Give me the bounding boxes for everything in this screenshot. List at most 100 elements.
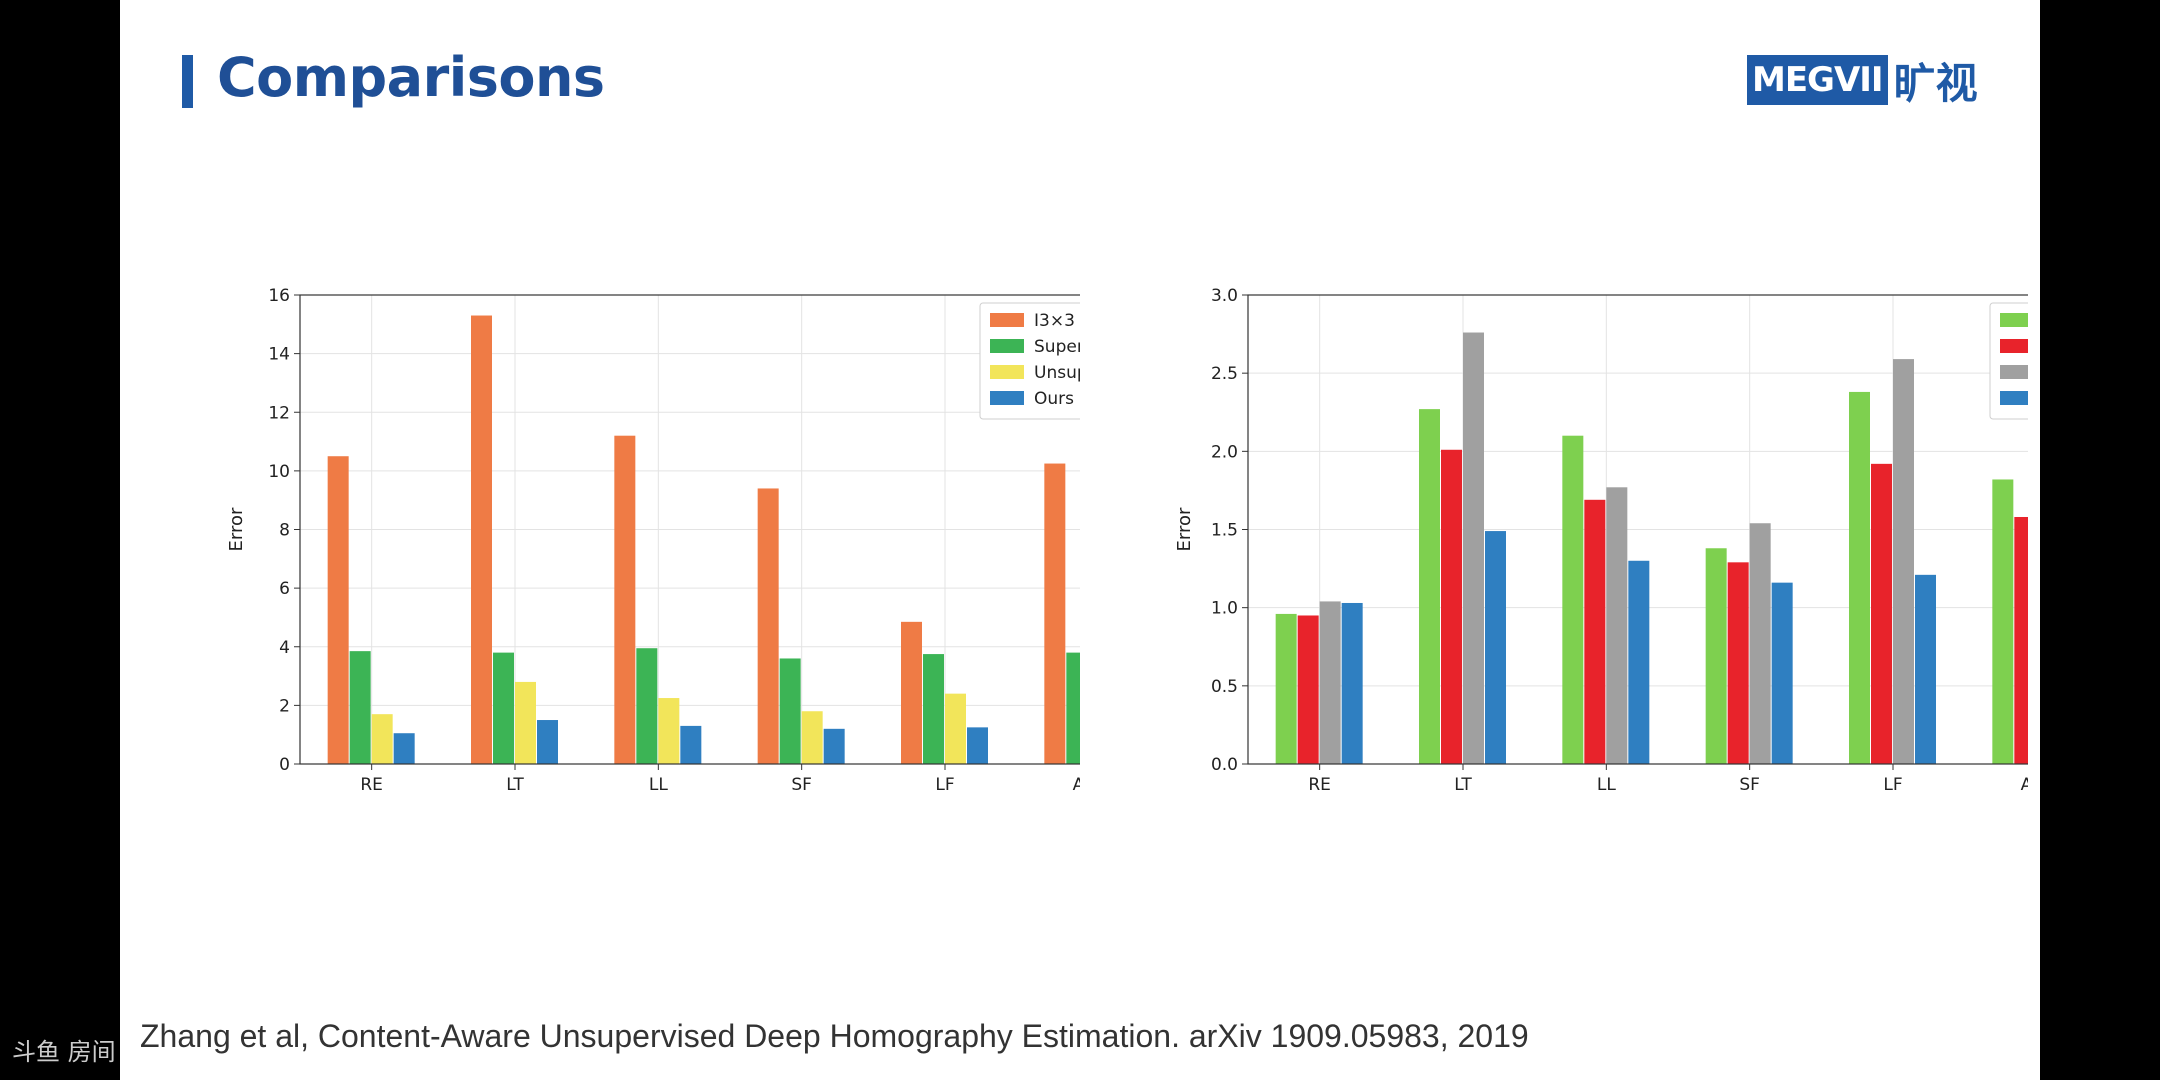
bar-sift <box>1562 435 1584 764</box>
y-tick-label: 0.0 <box>1211 755 1238 775</box>
bar-ours <box>1628 560 1650 764</box>
legend-label: Supervised <box>1034 337 1080 357</box>
bar-orb <box>1893 359 1914 764</box>
bar-orb <box>1606 487 1628 764</box>
bar-ours <box>967 727 988 764</box>
bar-ours <box>680 725 702 764</box>
bar-sift <box>1849 391 1870 764</box>
bar-unsupervised <box>658 698 680 764</box>
bar-supervised <box>636 648 658 764</box>
y-tick-label: 4 <box>279 638 290 658</box>
logo-chinese: 旷视 <box>1893 58 1978 108</box>
legend-label: Ours <box>1034 389 1074 409</box>
bar-i3-3 <box>901 621 922 764</box>
bar-sift <box>1275 613 1297 764</box>
x-tick-label: SF <box>791 775 812 795</box>
bar-sift <box>1992 479 2014 764</box>
legend-swatch <box>990 365 1024 379</box>
legend-label: Unsupervised <box>1034 363 1080 383</box>
bar-supervised <box>779 658 801 764</box>
slide: Comparisons MEGVII 旷视 0 2 4 6 8 10 12 14 16 RE LT L… <box>120 0 2040 1080</box>
logo-wordmark: MEGVII <box>1747 55 1888 105</box>
legend-swatch <box>990 391 1024 405</box>
bar-supervised <box>493 652 514 764</box>
bar-orb <box>1749 523 1771 764</box>
bar-unsupervised <box>801 711 823 764</box>
bar-supervised <box>923 654 944 764</box>
y-tick-label: 3.0 <box>1211 286 1238 306</box>
bar-surf <box>1441 449 1462 764</box>
bar-ours <box>1485 531 1506 764</box>
bar-ours <box>823 728 845 764</box>
y-tick-label: 12 <box>268 403 290 423</box>
legend-swatch <box>2000 391 2028 405</box>
bar-surf <box>2014 516 2028 764</box>
bar-i3-3 <box>614 435 636 764</box>
bar-supervised <box>1066 652 1080 764</box>
bar-unsupervised <box>515 681 536 764</box>
bar-surf <box>1297 615 1319 764</box>
legend-label: I3×3 <box>1034 311 1075 331</box>
citation: Zhang et al, Content-Aware Unsupervised … <box>140 1018 1529 1054</box>
bar-ours <box>537 720 558 764</box>
x-tick-label: LF <box>1883 775 1902 795</box>
bar-ours <box>1915 574 1936 764</box>
watermark: 斗鱼 房间 <box>12 1038 116 1066</box>
megvii-logo: MEGVII 旷视 <box>1747 55 1978 108</box>
legend-swatch <box>2000 313 2028 327</box>
y-tick-label: 0.5 <box>1211 677 1238 697</box>
x-tick-label: Avg <box>2021 775 2028 795</box>
y-tick-label: 14 <box>268 345 290 365</box>
legend-swatch <box>990 313 1024 327</box>
y-tick-label: 0 <box>279 755 290 775</box>
bar-supervised <box>349 651 371 764</box>
y-tick-label: 2 <box>279 696 290 716</box>
bar-ours <box>1341 602 1363 764</box>
legend-swatch <box>2000 339 2028 353</box>
bar-i3-3 <box>327 456 349 764</box>
bar-orb <box>1319 601 1341 764</box>
y-tick-label: 8 <box>279 521 290 541</box>
x-tick-label: RE <box>1308 775 1331 795</box>
x-tick-label: SF <box>1739 775 1760 795</box>
bar-i3-3 <box>471 315 492 764</box>
bar-ours <box>1771 582 1793 764</box>
slide-title: Comparisons <box>217 46 605 109</box>
y-tick-label: 10 <box>268 462 290 482</box>
y-tick-label: 16 <box>268 286 290 306</box>
bar-surf <box>1584 499 1606 764</box>
plot-frame <box>1247 294 2028 765</box>
bar-i3-3 <box>757 488 779 764</box>
x-tick-label: LF <box>935 775 954 795</box>
chart-right: 0.00.51.01.52.02.53.0RELTLLSFLFAvgErrorS… <box>1174 286 2028 795</box>
bar-unsupervised <box>371 714 393 764</box>
bar-surf <box>1727 562 1749 764</box>
legend-swatch <box>990 339 1024 353</box>
chart-left: 0 2 4 6 8 10 12 14 16 RE LT LL SF LF Avg Error I3×3 Super… <box>226 286 1080 795</box>
bar-ours <box>393 733 415 764</box>
bar-i3-3 <box>1044 463 1066 764</box>
legend-swatch <box>2000 365 2028 379</box>
x-tick-label: LL <box>1597 775 1616 795</box>
x-tick-label: LL <box>649 775 668 795</box>
y-tick-label: 1.0 <box>1211 599 1238 619</box>
bar-sift <box>1705 548 1727 764</box>
x-tick-label: RE <box>360 775 383 795</box>
bar-surf <box>1871 463 1892 764</box>
title-accent-bar <box>182 55 193 108</box>
y-tick-label: 6 <box>279 579 290 599</box>
bar-unsupervised <box>945 693 966 764</box>
y-tick-label: 1.5 <box>1211 521 1238 541</box>
y-tick-label: 2.0 <box>1211 442 1238 462</box>
plot-frame <box>299 294 1080 765</box>
legend-box <box>1989 302 2028 420</box>
bar-orb <box>1463 332 1484 764</box>
bar-sift <box>1419 409 1440 764</box>
x-tick-label: LT <box>506 775 524 795</box>
x-tick-label: Avg <box>1073 775 1080 795</box>
x-tick-label: LT <box>1454 775 1472 795</box>
y-axis-label: Error <box>1174 507 1195 551</box>
y-axis-label: Error <box>226 507 247 551</box>
y-tick-label: 2.5 <box>1211 364 1238 384</box>
legend-box <box>979 302 1080 420</box>
